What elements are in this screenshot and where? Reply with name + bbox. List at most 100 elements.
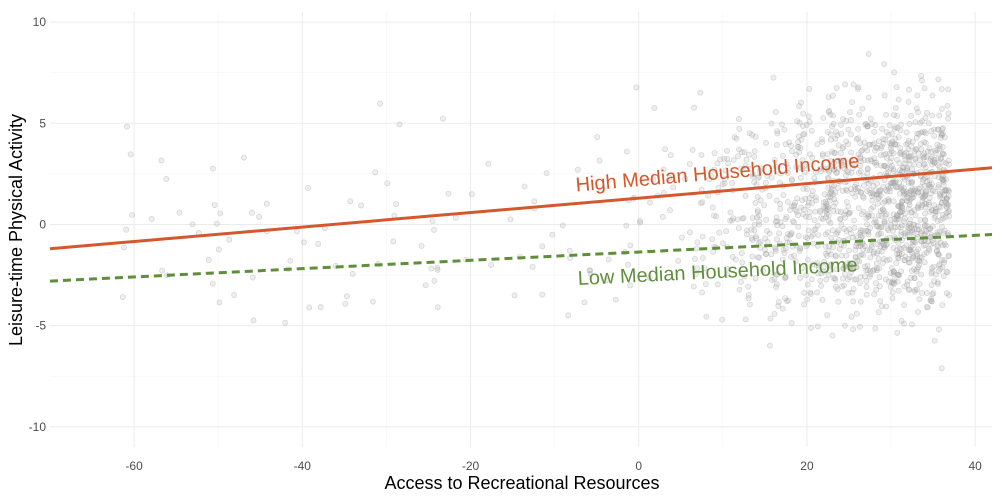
scatter-point: [697, 89, 704, 96]
scatter-point: [935, 76, 942, 83]
scatter-point: [891, 112, 897, 118]
scatter-point: [890, 268, 897, 275]
scatter-point: [905, 154, 912, 161]
scatter-point: [926, 201, 932, 208]
scatter-point: [865, 231, 872, 238]
scatter-point: [878, 248, 885, 255]
scatter-point: [906, 225, 913, 232]
scatter-point: [881, 61, 887, 67]
scatter-point: [940, 176, 947, 183]
scatter-point: [871, 128, 878, 135]
scatter-point: [840, 265, 847, 272]
scatter-point: [832, 189, 839, 196]
scatter-point: [774, 236, 780, 243]
scatter-point: [806, 86, 813, 92]
scatter-point: [847, 109, 853, 116]
scatter-point: [857, 162, 863, 169]
scatter-point: [893, 184, 900, 191]
scatter-point: [922, 217, 929, 224]
scatter-point: [872, 217, 879, 223]
scatter-point: [824, 252, 830, 259]
scatter-point: [864, 262, 871, 269]
scatter-point: [929, 291, 936, 298]
scatter-point: [847, 260, 853, 267]
scatter-point: [825, 194, 832, 200]
scatter-point: [935, 184, 942, 191]
scatter-point: [854, 188, 861, 195]
scatter-point: [909, 178, 915, 185]
scatter-point: [800, 131, 807, 138]
scatter-point: [807, 151, 813, 158]
scatter-point: [896, 251, 903, 258]
scatter-point: [887, 159, 894, 165]
scatter-point: [891, 269, 897, 276]
scatter-point: [875, 255, 882, 262]
scatter-point: [895, 216, 902, 223]
scatter-point: [894, 247, 900, 254]
scatter-point: [428, 265, 435, 272]
scatter-point: [904, 165, 911, 171]
scatter-point: [814, 222, 821, 229]
scatter-point: [742, 192, 749, 199]
scatter-point: [776, 230, 782, 237]
scatter-point: [209, 165, 216, 172]
scatter-point: [854, 86, 861, 92]
scatter-point: [864, 123, 871, 130]
scatter-point: [833, 128, 839, 135]
scatter-point: [881, 218, 888, 225]
scatter-point: [934, 146, 941, 153]
scatter-point: [853, 310, 860, 317]
scatter-point: [941, 227, 948, 234]
scatter-point: [880, 136, 887, 142]
scatter-point: [746, 151, 752, 158]
scatter-point: [804, 281, 811, 288]
scatter-point: [729, 254, 736, 260]
scatter-point: [884, 164, 890, 171]
scatter-point: [852, 186, 859, 193]
scatter-point: [854, 257, 861, 264]
scatter-point: [924, 304, 931, 311]
scatter-point: [878, 224, 885, 231]
scatter-point: [686, 160, 693, 167]
scatter-point: [549, 231, 556, 238]
scatter-point: [782, 275, 789, 281]
scatter-point: [916, 296, 923, 303]
scatter-point: [850, 81, 857, 88]
scatter-point: [874, 200, 881, 207]
scatter-point: [919, 290, 925, 296]
scatter-point: [731, 134, 738, 141]
scatter-point: [903, 189, 910, 195]
scatter-point: [763, 216, 770, 223]
scatter-point: [782, 215, 789, 222]
scatter-point: [880, 244, 887, 251]
scatter-point: [910, 242, 916, 249]
scatter-point: [887, 283, 894, 290]
scatter-point: [129, 211, 135, 218]
scatter-point: [833, 283, 839, 290]
scatter-point: [877, 208, 884, 215]
scatter-point: [871, 219, 878, 226]
scatter-point: [939, 175, 945, 182]
scatter-point: [869, 193, 875, 199]
scatter-point: [782, 295, 788, 301]
scatter-point: [873, 144, 879, 151]
scatter-point: [923, 249, 930, 256]
scatter-point: [940, 242, 946, 248]
scatter-point: [866, 141, 873, 148]
scatter-point: [802, 195, 809, 202]
scatter-point: [835, 165, 842, 172]
scatter-point: [927, 208, 933, 215]
scatter-point: [932, 208, 939, 215]
scatter-point: [897, 149, 904, 155]
scatter-point: [890, 150, 897, 157]
scatter-point: [835, 184, 841, 191]
scatter-point: [940, 178, 947, 185]
scatter-point: [287, 257, 294, 264]
scatter-point: [889, 163, 895, 169]
scatter-point: [909, 255, 916, 262]
scatter-point: [896, 203, 903, 209]
scatter-point: [939, 130, 946, 137]
scatter-point: [804, 256, 811, 263]
scatter-point: [945, 193, 952, 199]
scatter-point: [872, 187, 879, 193]
